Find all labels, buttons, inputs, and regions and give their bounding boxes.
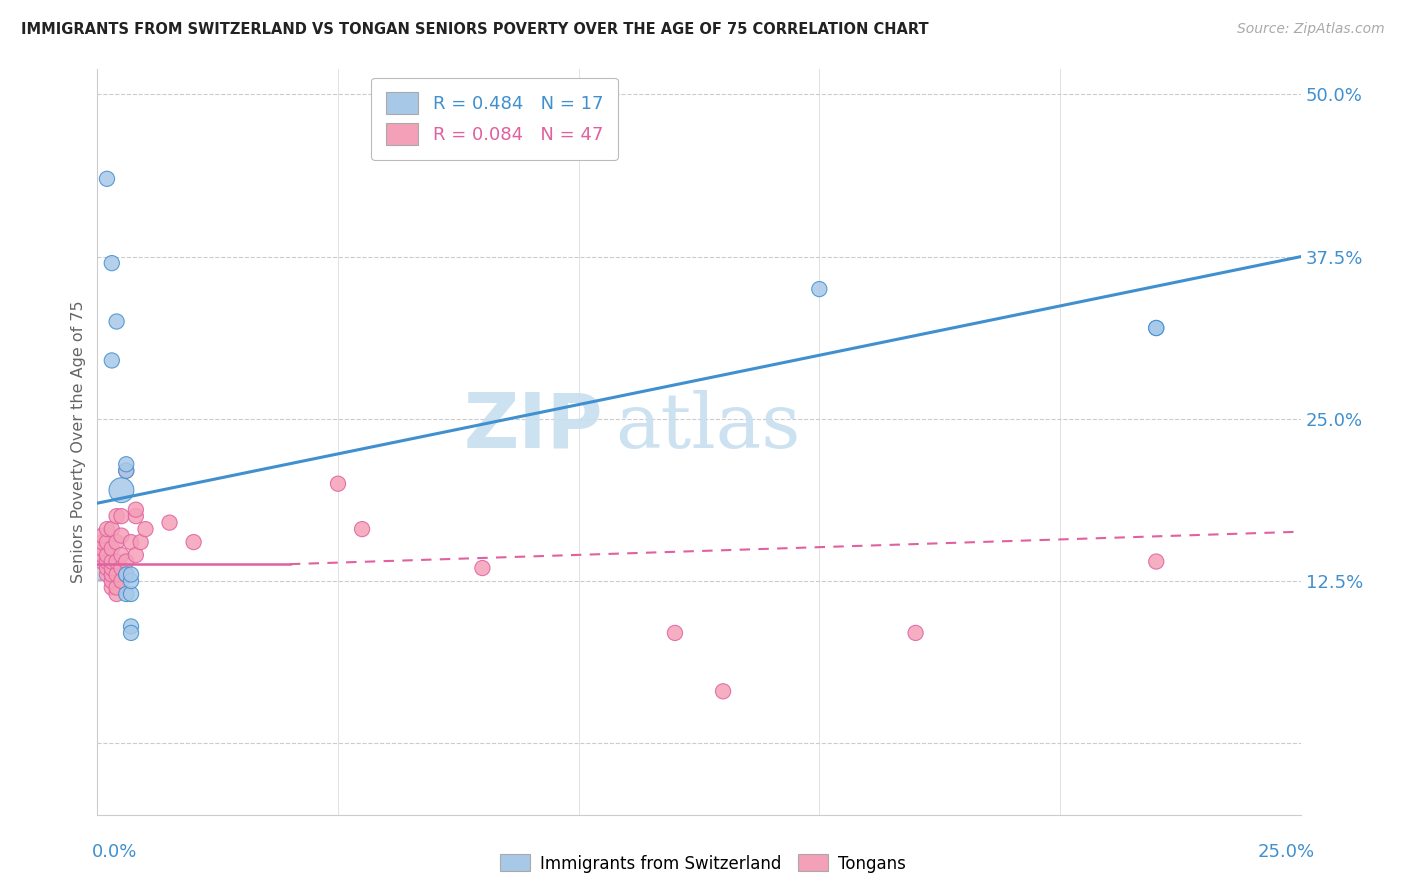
Point [115, 587, 138, 601]
Point [96, 535, 118, 549]
Point [115, 464, 138, 478]
Point [101, 561, 124, 575]
Point [105, 587, 128, 601]
Point [471, 561, 494, 575]
Point [101, 581, 124, 595]
Point [120, 587, 142, 601]
Point [101, 567, 124, 582]
Legend: Immigrants from Switzerland, Tongans: Immigrants from Switzerland, Tongans [494, 847, 912, 880]
Point [89, 555, 111, 569]
Point [110, 548, 132, 562]
Point [1144, 555, 1167, 569]
Point [115, 567, 138, 582]
Point [1144, 321, 1167, 335]
Point [120, 567, 142, 582]
Text: atlas: atlas [614, 390, 800, 464]
Point [808, 282, 831, 296]
Point [1144, 321, 1167, 335]
Point [105, 567, 128, 582]
Point [115, 457, 138, 471]
Point [326, 476, 349, 491]
Text: ZIP: ZIP [463, 390, 603, 464]
Point [96, 522, 118, 536]
Point [711, 684, 734, 698]
Point [125, 548, 148, 562]
Point [110, 561, 132, 575]
Point [101, 353, 124, 368]
Point [91, 528, 114, 542]
Point [101, 574, 124, 588]
Legend: R = 0.484   N = 17, R = 0.084   N = 47: R = 0.484 N = 17, R = 0.084 N = 47 [371, 78, 617, 160]
Point [105, 535, 128, 549]
Point [91, 555, 114, 569]
Point [183, 535, 205, 549]
Point [110, 509, 132, 524]
Text: 25.0%: 25.0% [1257, 843, 1315, 861]
Y-axis label: Seniors Poverty Over the Age of 75: Seniors Poverty Over the Age of 75 [72, 301, 86, 582]
Point [159, 516, 181, 530]
Point [91, 535, 114, 549]
Text: Source: ZipAtlas.com: Source: ZipAtlas.com [1237, 22, 1385, 37]
Point [115, 555, 138, 569]
Point [904, 626, 927, 640]
Point [101, 541, 124, 556]
Point [115, 567, 138, 582]
Point [101, 522, 124, 536]
Point [105, 509, 128, 524]
Point [110, 528, 132, 542]
Point [101, 555, 124, 569]
Point [105, 581, 128, 595]
Point [120, 626, 142, 640]
Point [91, 548, 114, 562]
Point [101, 256, 124, 270]
Point [352, 522, 374, 536]
Point [120, 535, 142, 549]
Point [105, 555, 128, 569]
Point [96, 548, 118, 562]
Point [96, 561, 118, 575]
Point [91, 541, 114, 556]
Point [120, 619, 142, 633]
Point [110, 574, 132, 588]
Text: 0.0%: 0.0% [91, 843, 136, 861]
Point [105, 314, 128, 328]
Point [115, 464, 138, 478]
Point [664, 626, 686, 640]
Point [120, 574, 142, 588]
Point [134, 522, 156, 536]
Point [96, 171, 118, 186]
Point [125, 509, 148, 524]
Point [96, 567, 118, 582]
Point [129, 535, 152, 549]
Point [125, 502, 148, 516]
Text: IMMIGRANTS FROM SWITZERLAND VS TONGAN SENIORS POVERTY OVER THE AGE OF 75 CORRELA: IMMIGRANTS FROM SWITZERLAND VS TONGAN SE… [21, 22, 929, 37]
Point [96, 555, 118, 569]
Point [110, 483, 132, 498]
